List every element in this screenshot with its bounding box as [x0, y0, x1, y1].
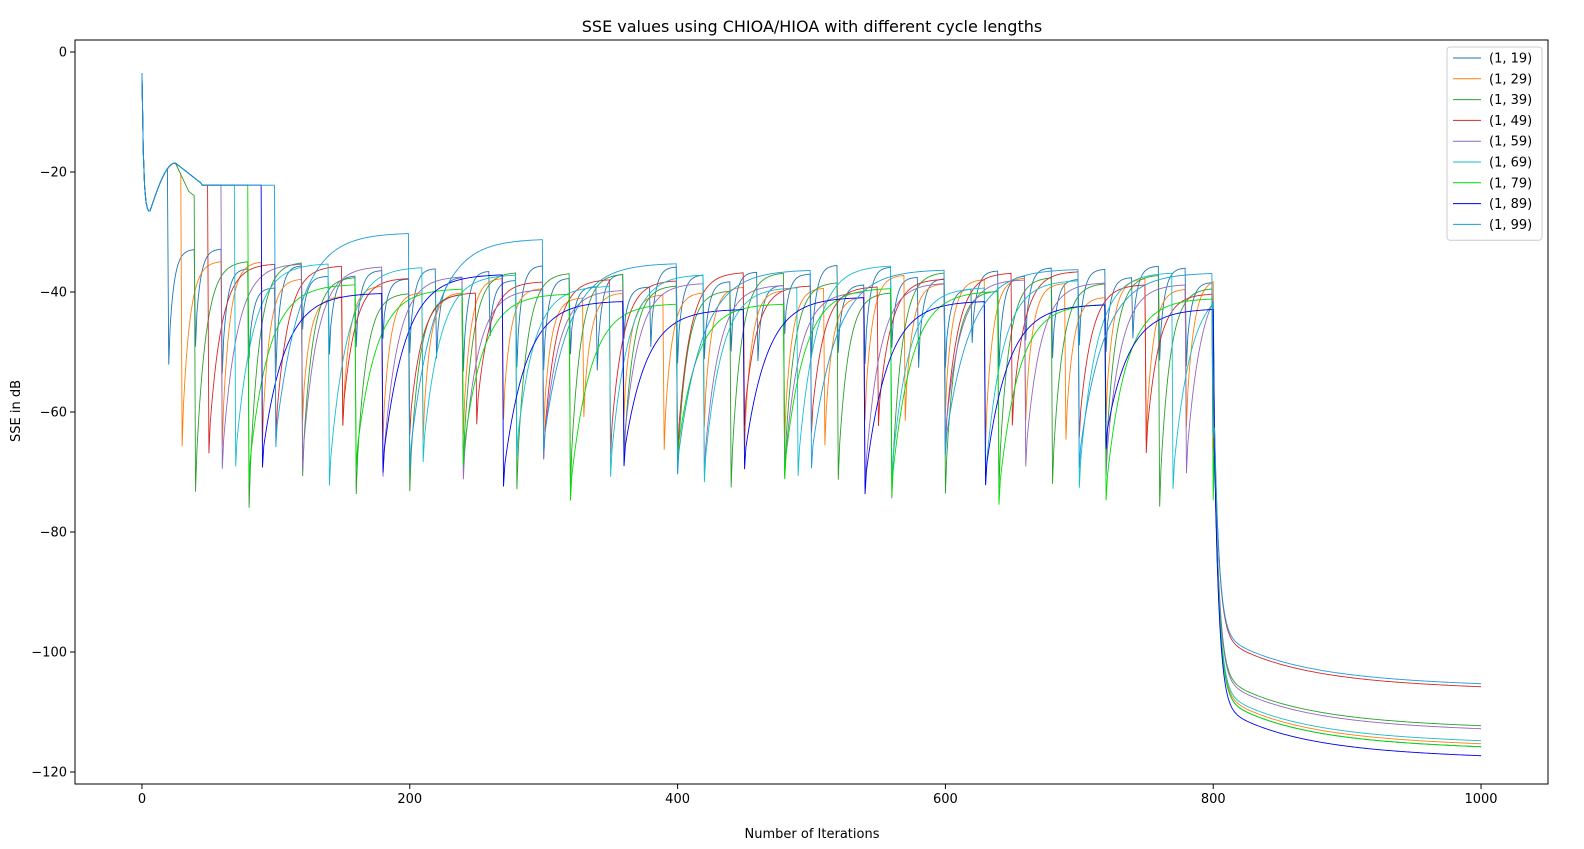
x-tick-label: 0 [138, 792, 146, 807]
legend-label: (1, 89) [1489, 197, 1532, 212]
y-tick-label: −100 [31, 646, 67, 661]
legend-label: (1, 49) [1489, 114, 1532, 129]
x-tick-label: 200 [397, 792, 422, 807]
series-line-1-79 [141, 72, 1482, 748]
legend: (1, 19) (1, 29) (1, 39) (1, 49) (1, 59) (1, 6… [1446, 46, 1543, 241]
x-axis-title: Number of Iterations [745, 827, 880, 842]
y-tick-label: −40 [40, 286, 67, 301]
x-tick-label: 400 [665, 792, 690, 807]
y-tick-label: −20 [40, 166, 67, 181]
legend-label: (1, 69) [1489, 156, 1532, 171]
y-axis: 0 −20 −40 −60 −80 −100 −120 [31, 46, 75, 781]
legend-label: (1, 79) [1489, 176, 1532, 191]
legend-label: (1, 99) [1489, 218, 1532, 233]
x-tick-label: 800 [1201, 792, 1226, 807]
x-tick-label: 600 [933, 792, 958, 807]
legend-label: (1, 29) [1489, 72, 1532, 87]
series-line-1-39 [141, 72, 1482, 727]
plot-area [141, 72, 1482, 757]
series-line-1-89 [141, 72, 1482, 757]
x-axis: 0 200 400 600 800 1000 [138, 784, 1498, 807]
chart-title: SSE values using CHIOA/HIOA with differe… [582, 17, 1042, 36]
y-tick-label: 0 [59, 46, 67, 61]
series-line-1-69 [141, 72, 1482, 742]
series-line-1-59 [141, 72, 1482, 730]
legend-box [1446, 46, 1543, 241]
y-tick-label: −120 [31, 766, 67, 781]
x-tick-label: 1000 [1464, 792, 1497, 807]
legend-label: (1, 39) [1489, 93, 1532, 108]
y-tick-label: −80 [40, 526, 67, 541]
y-tick-label: −60 [40, 406, 67, 421]
legend-label: (1, 19) [1489, 52, 1532, 67]
y-axis-title: SSE in dB [9, 380, 24, 442]
series-line-1-99 [141, 72, 1482, 685]
legend-label: (1, 59) [1489, 135, 1532, 150]
